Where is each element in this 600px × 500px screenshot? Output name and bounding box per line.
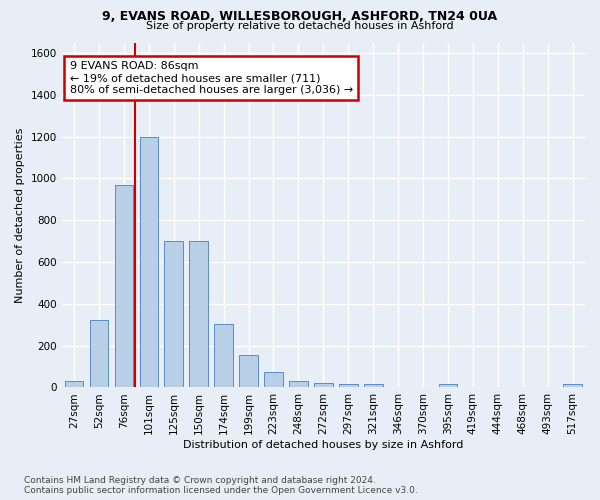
Bar — [164, 241, 183, 388]
Text: Contains HM Land Registry data © Crown copyright and database right 2024.
Contai: Contains HM Land Registry data © Crown c… — [24, 476, 418, 495]
Text: Size of property relative to detached houses in Ashford: Size of property relative to detached ho… — [146, 21, 454, 31]
Bar — [190, 241, 208, 388]
Bar — [439, 384, 457, 388]
Bar — [289, 381, 308, 388]
Bar — [364, 384, 383, 388]
Bar — [90, 320, 109, 388]
Bar — [115, 184, 133, 388]
Y-axis label: Number of detached properties: Number of detached properties — [15, 128, 25, 302]
Text: 9, EVANS ROAD, WILLESBOROUGH, ASHFORD, TN24 0UA: 9, EVANS ROAD, WILLESBOROUGH, ASHFORD, T… — [103, 10, 497, 23]
Bar — [239, 355, 258, 388]
X-axis label: Distribution of detached houses by size in Ashford: Distribution of detached houses by size … — [183, 440, 464, 450]
Bar — [65, 381, 83, 388]
Bar — [264, 372, 283, 388]
Bar — [314, 384, 332, 388]
Text: 9 EVANS ROAD: 86sqm
← 19% of detached houses are smaller (711)
80% of semi-detac: 9 EVANS ROAD: 86sqm ← 19% of detached ho… — [70, 62, 353, 94]
Bar — [563, 384, 582, 388]
Bar — [214, 324, 233, 388]
Bar — [140, 136, 158, 388]
Bar — [339, 384, 358, 388]
